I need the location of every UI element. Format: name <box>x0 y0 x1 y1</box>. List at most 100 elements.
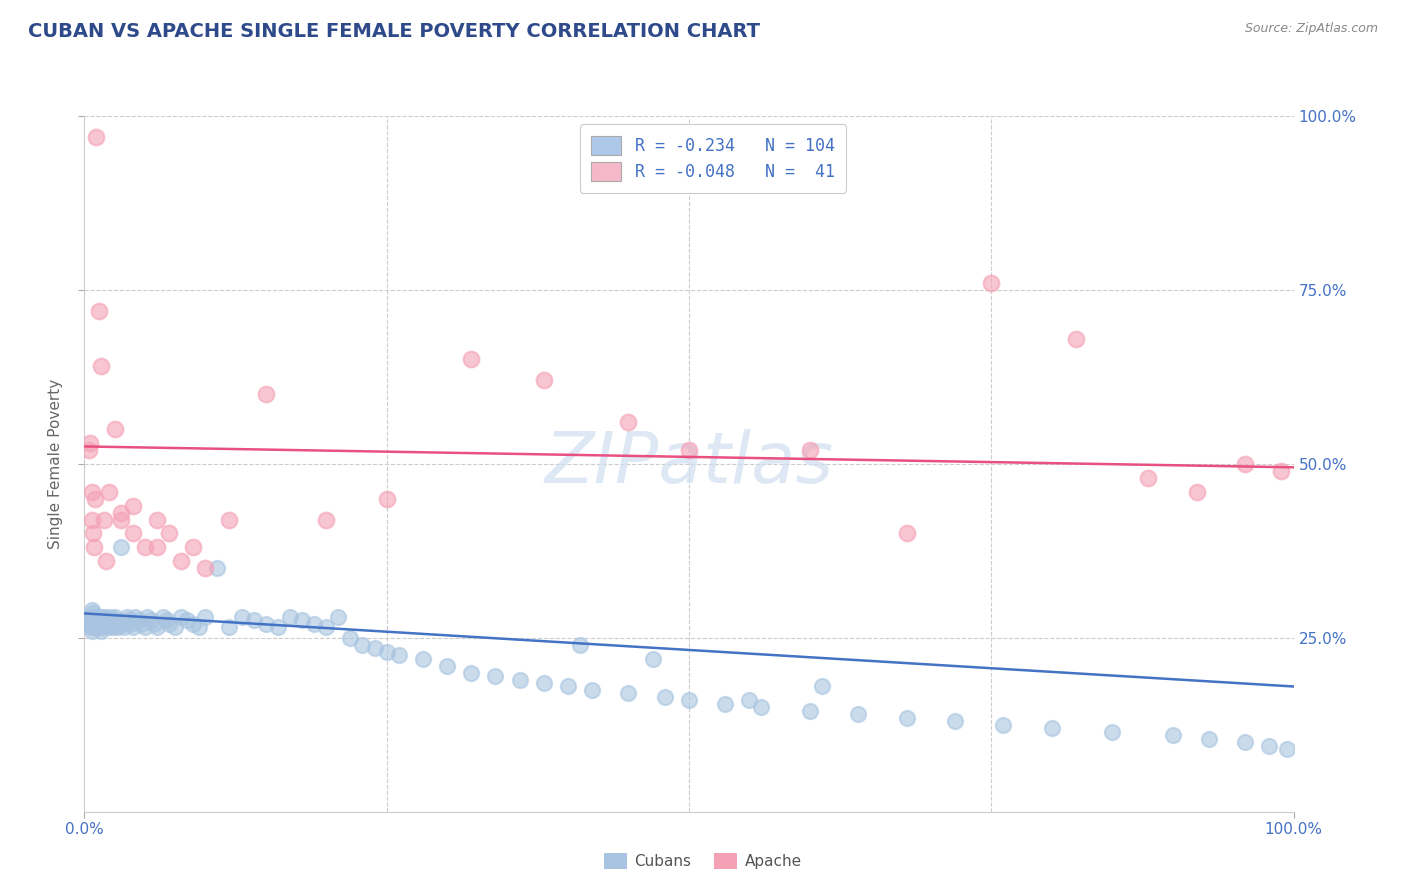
Point <box>143 616 166 631</box>
Point <box>86 610 108 624</box>
Point <box>80 624 103 638</box>
Point <box>170 610 193 624</box>
Text: CUBAN VS APACHE SINGLE FEMALE POVERTY CORRELATION CHART: CUBAN VS APACHE SINGLE FEMALE POVERTY CO… <box>28 22 761 41</box>
Point <box>943 714 966 729</box>
Point <box>315 512 337 526</box>
Point <box>1161 728 1184 742</box>
Point <box>84 614 107 628</box>
Point <box>152 610 174 624</box>
Point <box>1137 471 1160 485</box>
Point <box>90 624 112 638</box>
Point <box>136 610 159 624</box>
Point <box>533 373 555 387</box>
Point <box>654 690 676 704</box>
Point <box>121 526 143 541</box>
Point <box>82 614 104 628</box>
Point <box>86 616 108 631</box>
Point <box>107 620 129 634</box>
Point <box>134 541 156 555</box>
Point <box>1198 731 1220 746</box>
Point <box>77 614 100 628</box>
Point <box>617 686 640 700</box>
Point <box>94 610 117 624</box>
Point <box>218 620 240 634</box>
Point <box>1234 735 1257 749</box>
Point <box>93 620 115 634</box>
Point <box>896 711 918 725</box>
Point <box>103 620 125 634</box>
Point <box>302 616 325 631</box>
Point <box>176 614 198 628</box>
Point <box>412 651 434 665</box>
Point <box>86 614 108 628</box>
Point <box>86 620 108 634</box>
Point <box>218 512 240 526</box>
Point <box>714 697 737 711</box>
Point <box>194 610 217 624</box>
Point <box>557 680 579 694</box>
Point <box>533 676 555 690</box>
Point <box>157 616 180 631</box>
Point <box>352 638 374 652</box>
Point <box>146 512 169 526</box>
Text: ZIPatlas: ZIPatlas <box>544 429 834 499</box>
Point <box>993 717 1015 731</box>
Point <box>91 610 114 624</box>
Point <box>1101 724 1123 739</box>
Point <box>91 614 114 628</box>
Point <box>1040 721 1063 735</box>
Point <box>155 614 177 628</box>
Point <box>194 561 217 575</box>
Point <box>79 620 101 634</box>
Point <box>278 610 301 624</box>
Point <box>111 616 134 631</box>
Point <box>1185 484 1208 499</box>
Point <box>1258 739 1281 753</box>
Point <box>93 512 115 526</box>
Point <box>83 620 105 634</box>
Point <box>484 669 506 683</box>
Point <box>181 616 204 631</box>
Point <box>678 693 700 707</box>
Point <box>115 610 138 624</box>
Point <box>328 610 350 624</box>
Point <box>80 603 103 617</box>
Point <box>79 436 101 450</box>
Point <box>134 620 156 634</box>
Point <box>509 673 531 687</box>
Point <box>121 499 143 513</box>
Point <box>254 616 277 631</box>
Point <box>82 526 104 541</box>
Point <box>124 610 146 624</box>
Point <box>254 387 277 401</box>
Point <box>146 620 169 634</box>
Point <box>146 541 169 555</box>
Point <box>80 512 103 526</box>
Point <box>231 610 253 624</box>
Point <box>104 610 127 624</box>
Point <box>460 352 482 367</box>
Point <box>267 620 290 634</box>
Point <box>617 415 640 429</box>
Point <box>90 359 112 374</box>
Point <box>93 616 115 631</box>
Point <box>97 484 120 499</box>
Point <box>315 620 337 634</box>
Point <box>96 616 118 631</box>
Point <box>1277 742 1299 756</box>
Point <box>117 614 139 628</box>
Point <box>181 541 204 555</box>
Point <box>77 616 100 631</box>
Point <box>846 707 869 722</box>
Point <box>139 614 162 628</box>
Point <box>104 614 127 628</box>
Point <box>83 541 105 555</box>
Point <box>84 491 107 506</box>
Point <box>97 620 120 634</box>
Point <box>77 442 100 457</box>
Point <box>80 484 103 499</box>
Point <box>129 616 152 631</box>
Point <box>1234 457 1257 471</box>
Point <box>1064 332 1087 346</box>
Point <box>799 704 821 718</box>
